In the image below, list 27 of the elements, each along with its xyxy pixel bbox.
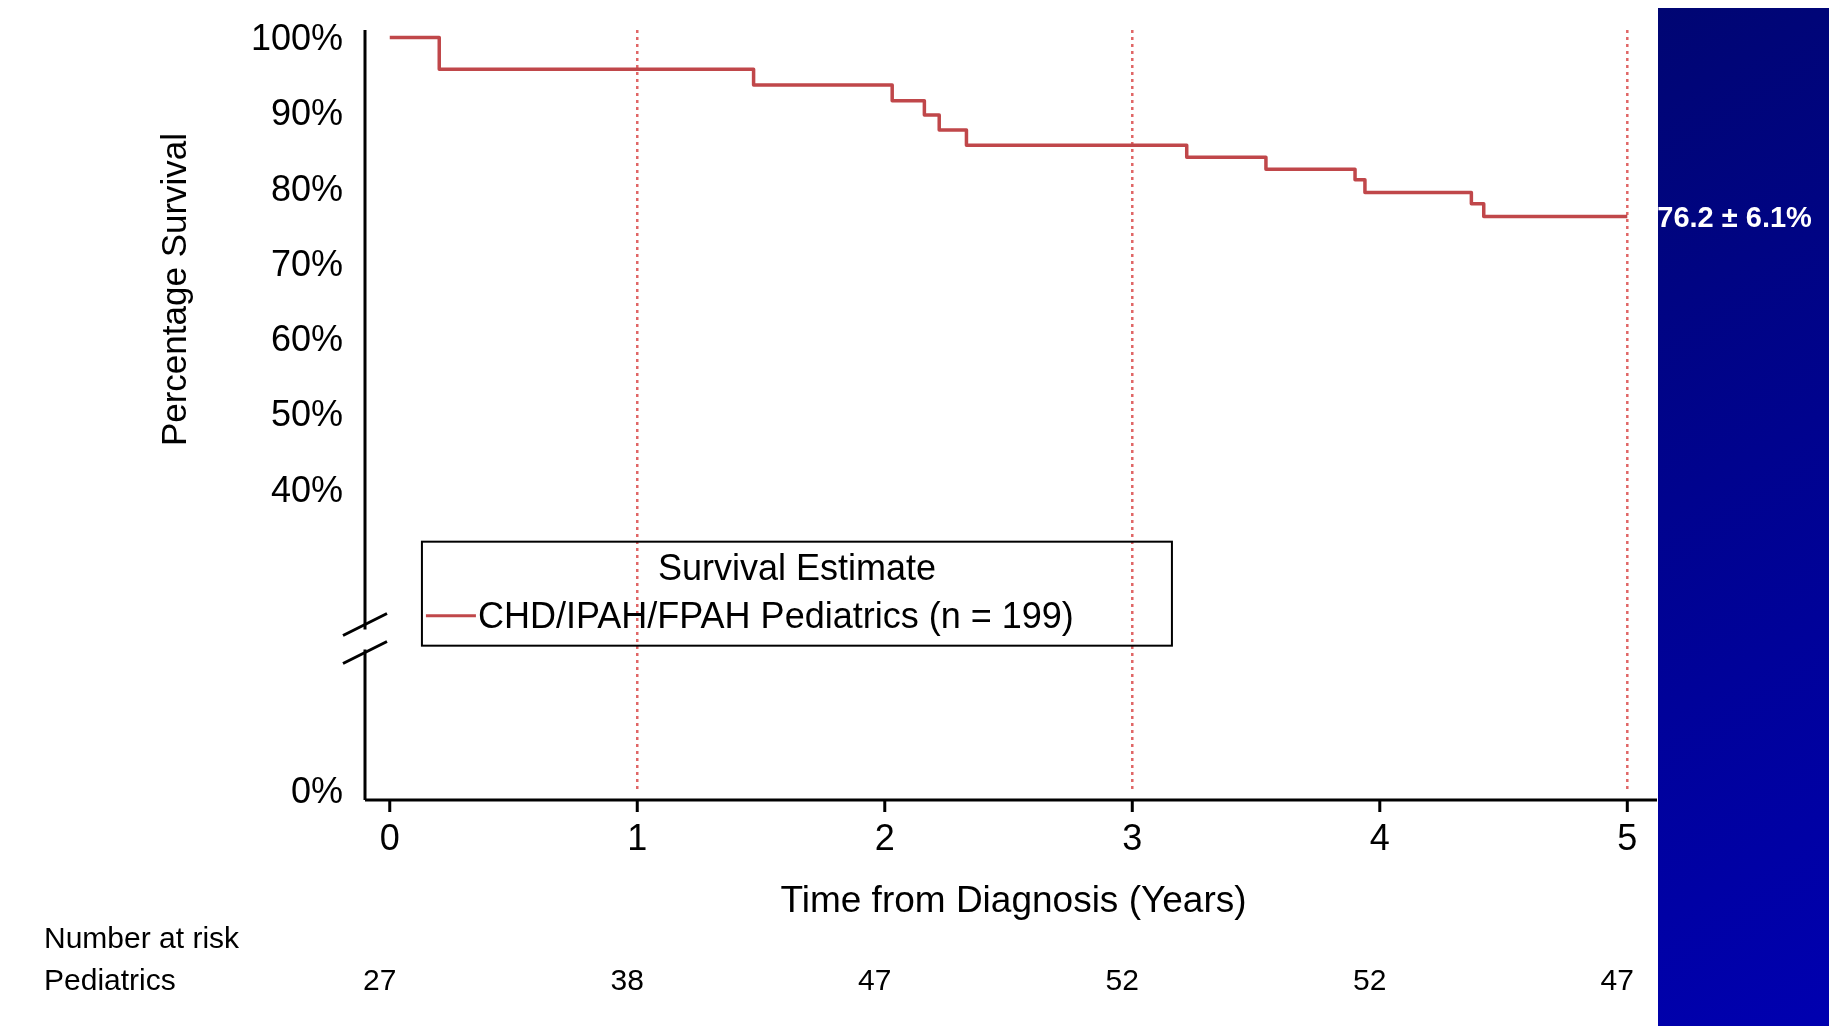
text: 47 xyxy=(1600,963,1634,996)
x-tick-label: 0 xyxy=(379,817,400,858)
text: 27 xyxy=(363,963,397,996)
text: 52 xyxy=(1353,963,1387,996)
x-tick-label: 2 xyxy=(874,817,895,858)
legend-label: CHD/IPAH/FPAH Pediatrics (n = 199) xyxy=(477,595,1074,637)
legend-title: Survival Estimate xyxy=(657,546,936,588)
x-tick-label: 4 xyxy=(1369,817,1390,858)
x-tick-label: 5 xyxy=(1617,817,1638,858)
text: 52 xyxy=(1105,963,1139,996)
y-axis-title: Percentage Survival xyxy=(154,132,193,447)
x-tick-label: 1 xyxy=(627,817,648,858)
y-tick-label: 100% xyxy=(250,17,343,59)
text: Pediatrics xyxy=(44,963,176,996)
y-tick-label: 70% xyxy=(270,242,343,284)
y-tick-label: 0% xyxy=(290,769,343,811)
y-tick-label: 40% xyxy=(270,468,343,510)
text: Number at risk xyxy=(44,921,241,954)
x-axis-title: Time from Diagnosis (Years) xyxy=(780,879,1247,920)
y-tick-label: 90% xyxy=(270,92,343,134)
y-tick-label: 50% xyxy=(270,393,343,435)
x-tick-label: 3 xyxy=(1122,817,1143,858)
text: 47 xyxy=(858,963,892,996)
y-tick-label: 80% xyxy=(270,167,343,209)
text: 38 xyxy=(610,963,644,996)
annotation: 76.2 ± 6.1% xyxy=(1657,200,1813,233)
y-tick-label: 60% xyxy=(270,318,343,360)
